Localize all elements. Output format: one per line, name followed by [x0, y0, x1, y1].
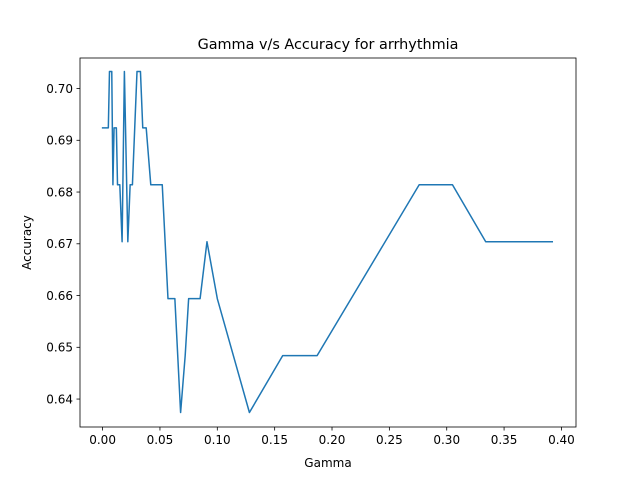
- y-tick-label: 0.64: [46, 392, 73, 406]
- axes-spines: [79, 57, 577, 428]
- x-tick-label: 0.35: [491, 433, 518, 447]
- y-tick-label: 0.65: [46, 341, 73, 355]
- y-axis-label: Accuracy: [20, 215, 34, 270]
- y-tick-label: 0.67: [46, 237, 73, 251]
- x-tick-label: 0.05: [147, 433, 174, 447]
- chart-title: Gamma v/s Accuracy for arrhythmia: [198, 37, 459, 53]
- series-layer: [101, 70, 554, 414]
- x-tick-label: 0.10: [204, 433, 231, 447]
- y-tick-label: 0.68: [46, 185, 73, 199]
- y-tick-label: 0.69: [46, 134, 73, 148]
- x-tick-label: 0.30: [433, 433, 460, 447]
- x-tick-label: 0.20: [319, 433, 346, 447]
- series-line-0: [101, 70, 554, 414]
- y-tick-label: 0.70: [46, 82, 73, 96]
- x-tick-label: 0.40: [548, 433, 575, 447]
- x-tick-label: 0.00: [89, 433, 116, 447]
- x-axis-label: Gamma: [304, 456, 351, 470]
- x-axis-ticks: 0.00 0.05 0.10 0.15 0.20 0.25 0.30 0.35 0.40: [89, 427, 575, 447]
- plot-area: [80, 58, 576, 427]
- x-tick-label: 0.25: [376, 433, 403, 447]
- y-axis-ticks: 0.64 0.65 0.66 0.67 0.68 0.69 0.70: [46, 82, 80, 406]
- axes-frame: [79, 57, 577, 428]
- x-tick-label: 0.15: [261, 433, 288, 447]
- y-tick-label: 0.66: [46, 289, 73, 303]
